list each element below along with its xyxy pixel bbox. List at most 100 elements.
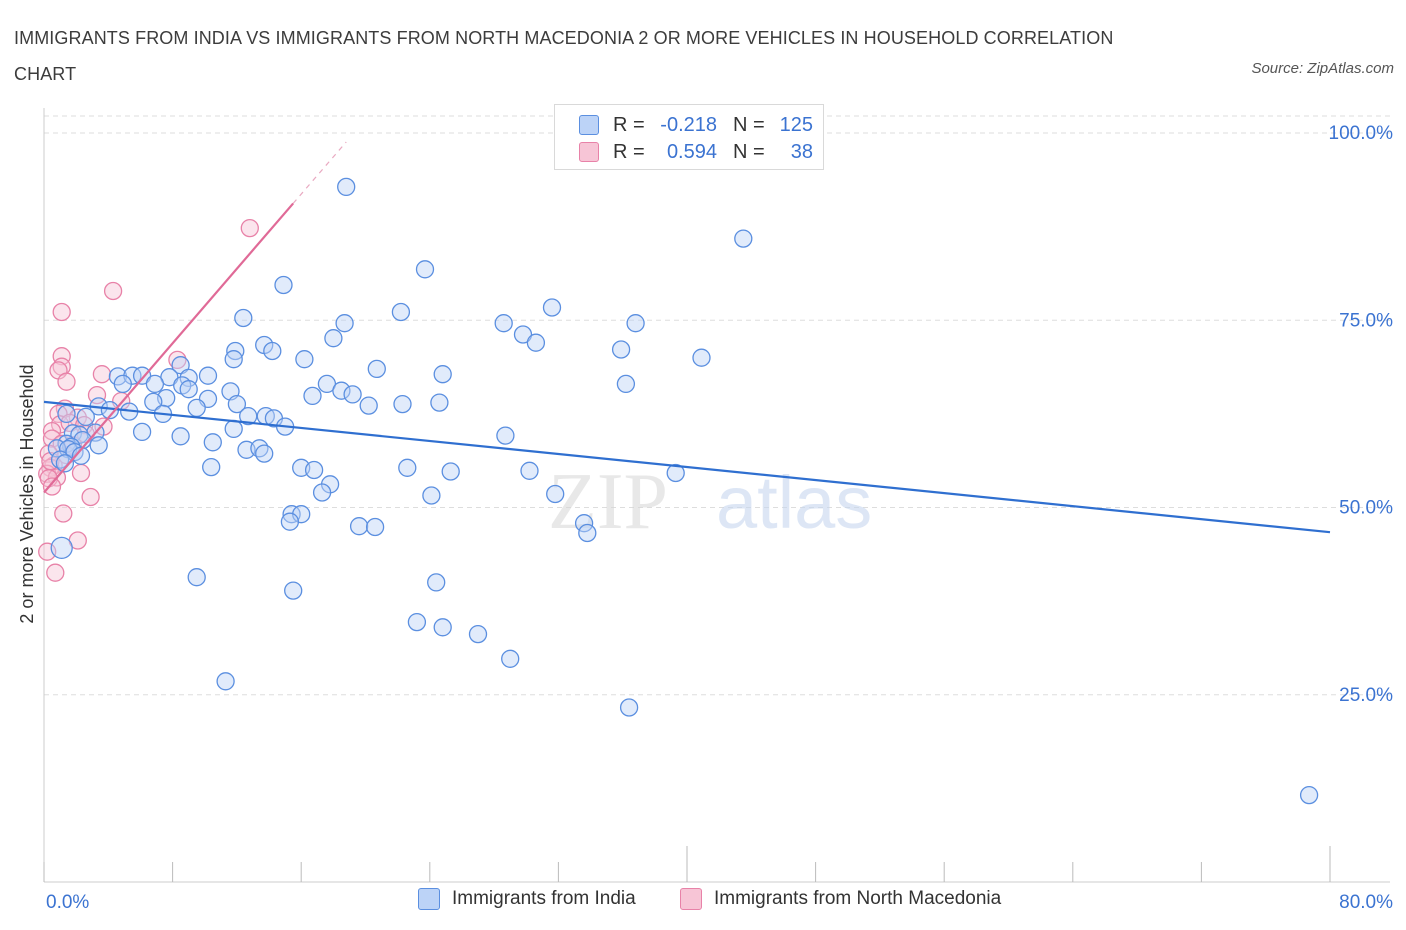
india-point xyxy=(494,314,513,333)
india-point xyxy=(349,517,369,536)
x-tick-label: 0.0% xyxy=(46,892,89,913)
y-axis-label: 2 or more Vehicles in Household xyxy=(17,364,37,623)
india-point xyxy=(343,385,362,404)
macedonia-point xyxy=(240,218,259,238)
bottom-legend: Immigrants from India Immigrants from No… xyxy=(0,888,1406,916)
macedonia-trend-extension xyxy=(292,141,347,204)
india-point xyxy=(57,404,76,424)
bottom-legend-label-india: Immigrants from India xyxy=(452,888,636,909)
legend-row-macedonia: R = 0.594 N = 38 xyxy=(579,139,813,165)
india-point xyxy=(415,260,435,279)
india-point xyxy=(616,374,636,394)
macedonia-point xyxy=(42,421,62,441)
india-point xyxy=(71,446,91,465)
india-point xyxy=(295,350,314,369)
india-point xyxy=(187,568,206,587)
x-tick-label: 80.0% xyxy=(1339,892,1393,913)
india-point xyxy=(1299,785,1319,805)
india-point xyxy=(496,426,515,445)
india-point xyxy=(734,229,753,248)
india-point xyxy=(312,483,332,502)
india-point xyxy=(433,618,452,637)
legend: R = -0.218 N = 125 R = 0.594 N = 38 xyxy=(554,104,824,170)
india-point xyxy=(202,457,221,477)
india-point xyxy=(337,177,356,197)
watermark-atlas: atlas xyxy=(716,461,872,544)
bottom-legend-swatch-macedonia xyxy=(680,888,702,910)
macedonia-point xyxy=(57,372,76,391)
india-point xyxy=(303,386,322,406)
india-point xyxy=(692,348,711,367)
watermark: ZIP atlas xyxy=(548,458,872,546)
india-point xyxy=(89,436,108,455)
india-point xyxy=(282,505,301,524)
y-tick-label: 25.0% xyxy=(1339,685,1393,706)
y-tick-label: 75.0% xyxy=(1339,310,1393,331)
bottom-legend-macedonia[interactable]: Immigrants from North Macedonia xyxy=(680,888,1001,910)
legend-n-label: N = xyxy=(733,140,765,163)
india-point xyxy=(427,573,446,592)
india-point xyxy=(542,298,562,317)
india-point xyxy=(332,381,351,400)
legend-n-value: 38 xyxy=(790,140,813,163)
macedonia-point xyxy=(103,281,123,301)
india-point xyxy=(422,486,441,505)
macedonia-point xyxy=(168,350,187,370)
india-point xyxy=(280,512,300,531)
legend-r-value: -0.218 xyxy=(660,113,717,136)
india-point xyxy=(255,444,274,463)
legend-n-value: 125 xyxy=(779,113,813,136)
india-point xyxy=(274,275,293,295)
india-point xyxy=(224,350,243,369)
legend-swatch-macedonia xyxy=(579,142,599,162)
india-point xyxy=(50,536,73,560)
india-point xyxy=(433,365,452,384)
bottom-legend-swatch-india xyxy=(418,888,440,910)
india-point xyxy=(234,308,253,328)
india-point xyxy=(198,366,218,385)
india-point xyxy=(441,462,460,481)
india-point xyxy=(144,392,163,412)
y-tick-label: 50.0% xyxy=(1339,498,1393,519)
india-point xyxy=(393,394,412,414)
macedonia-point xyxy=(46,563,65,582)
india-point xyxy=(132,422,152,442)
india-point xyxy=(666,463,685,483)
india-point xyxy=(407,612,427,632)
india-point xyxy=(324,329,343,348)
source-label: Source: ZipAtlas.com xyxy=(1251,60,1394,77)
india-point xyxy=(171,427,190,446)
india-point xyxy=(224,419,243,439)
macedonia-point xyxy=(92,365,112,384)
india-point xyxy=(145,374,165,394)
india-point xyxy=(113,374,132,394)
india-point xyxy=(132,366,152,385)
india-point xyxy=(619,698,639,717)
macedonia-point xyxy=(87,385,107,405)
india-point xyxy=(203,433,222,452)
chart-title: IMMIGRANTS FROM INDIA VS IMMIGRANTS FROM… xyxy=(14,28,1114,84)
india-point xyxy=(611,340,631,359)
india-point xyxy=(578,523,597,543)
macedonia-point xyxy=(52,302,71,322)
india-point xyxy=(526,333,546,352)
india-point xyxy=(216,672,235,691)
legend-r-label: R = xyxy=(613,113,645,136)
legend-r-label: R = xyxy=(613,140,645,163)
india-point xyxy=(501,649,520,668)
india-point xyxy=(365,517,385,537)
india-point xyxy=(367,359,386,379)
legend-row-india: R = -0.218 N = 125 xyxy=(579,112,813,138)
bottom-legend-india[interactable]: Immigrants from India xyxy=(418,888,636,910)
india-point xyxy=(430,393,449,412)
india-point xyxy=(520,461,539,480)
trend-lines xyxy=(43,141,1331,534)
macedonia-trend-line xyxy=(43,202,294,494)
india-point xyxy=(227,394,247,414)
legend-r-value: 0.594 xyxy=(666,140,717,163)
india-point xyxy=(546,484,565,504)
india-point xyxy=(574,514,594,533)
india-point xyxy=(359,396,378,415)
india-point xyxy=(187,398,206,418)
legend-swatch-india xyxy=(579,115,599,135)
